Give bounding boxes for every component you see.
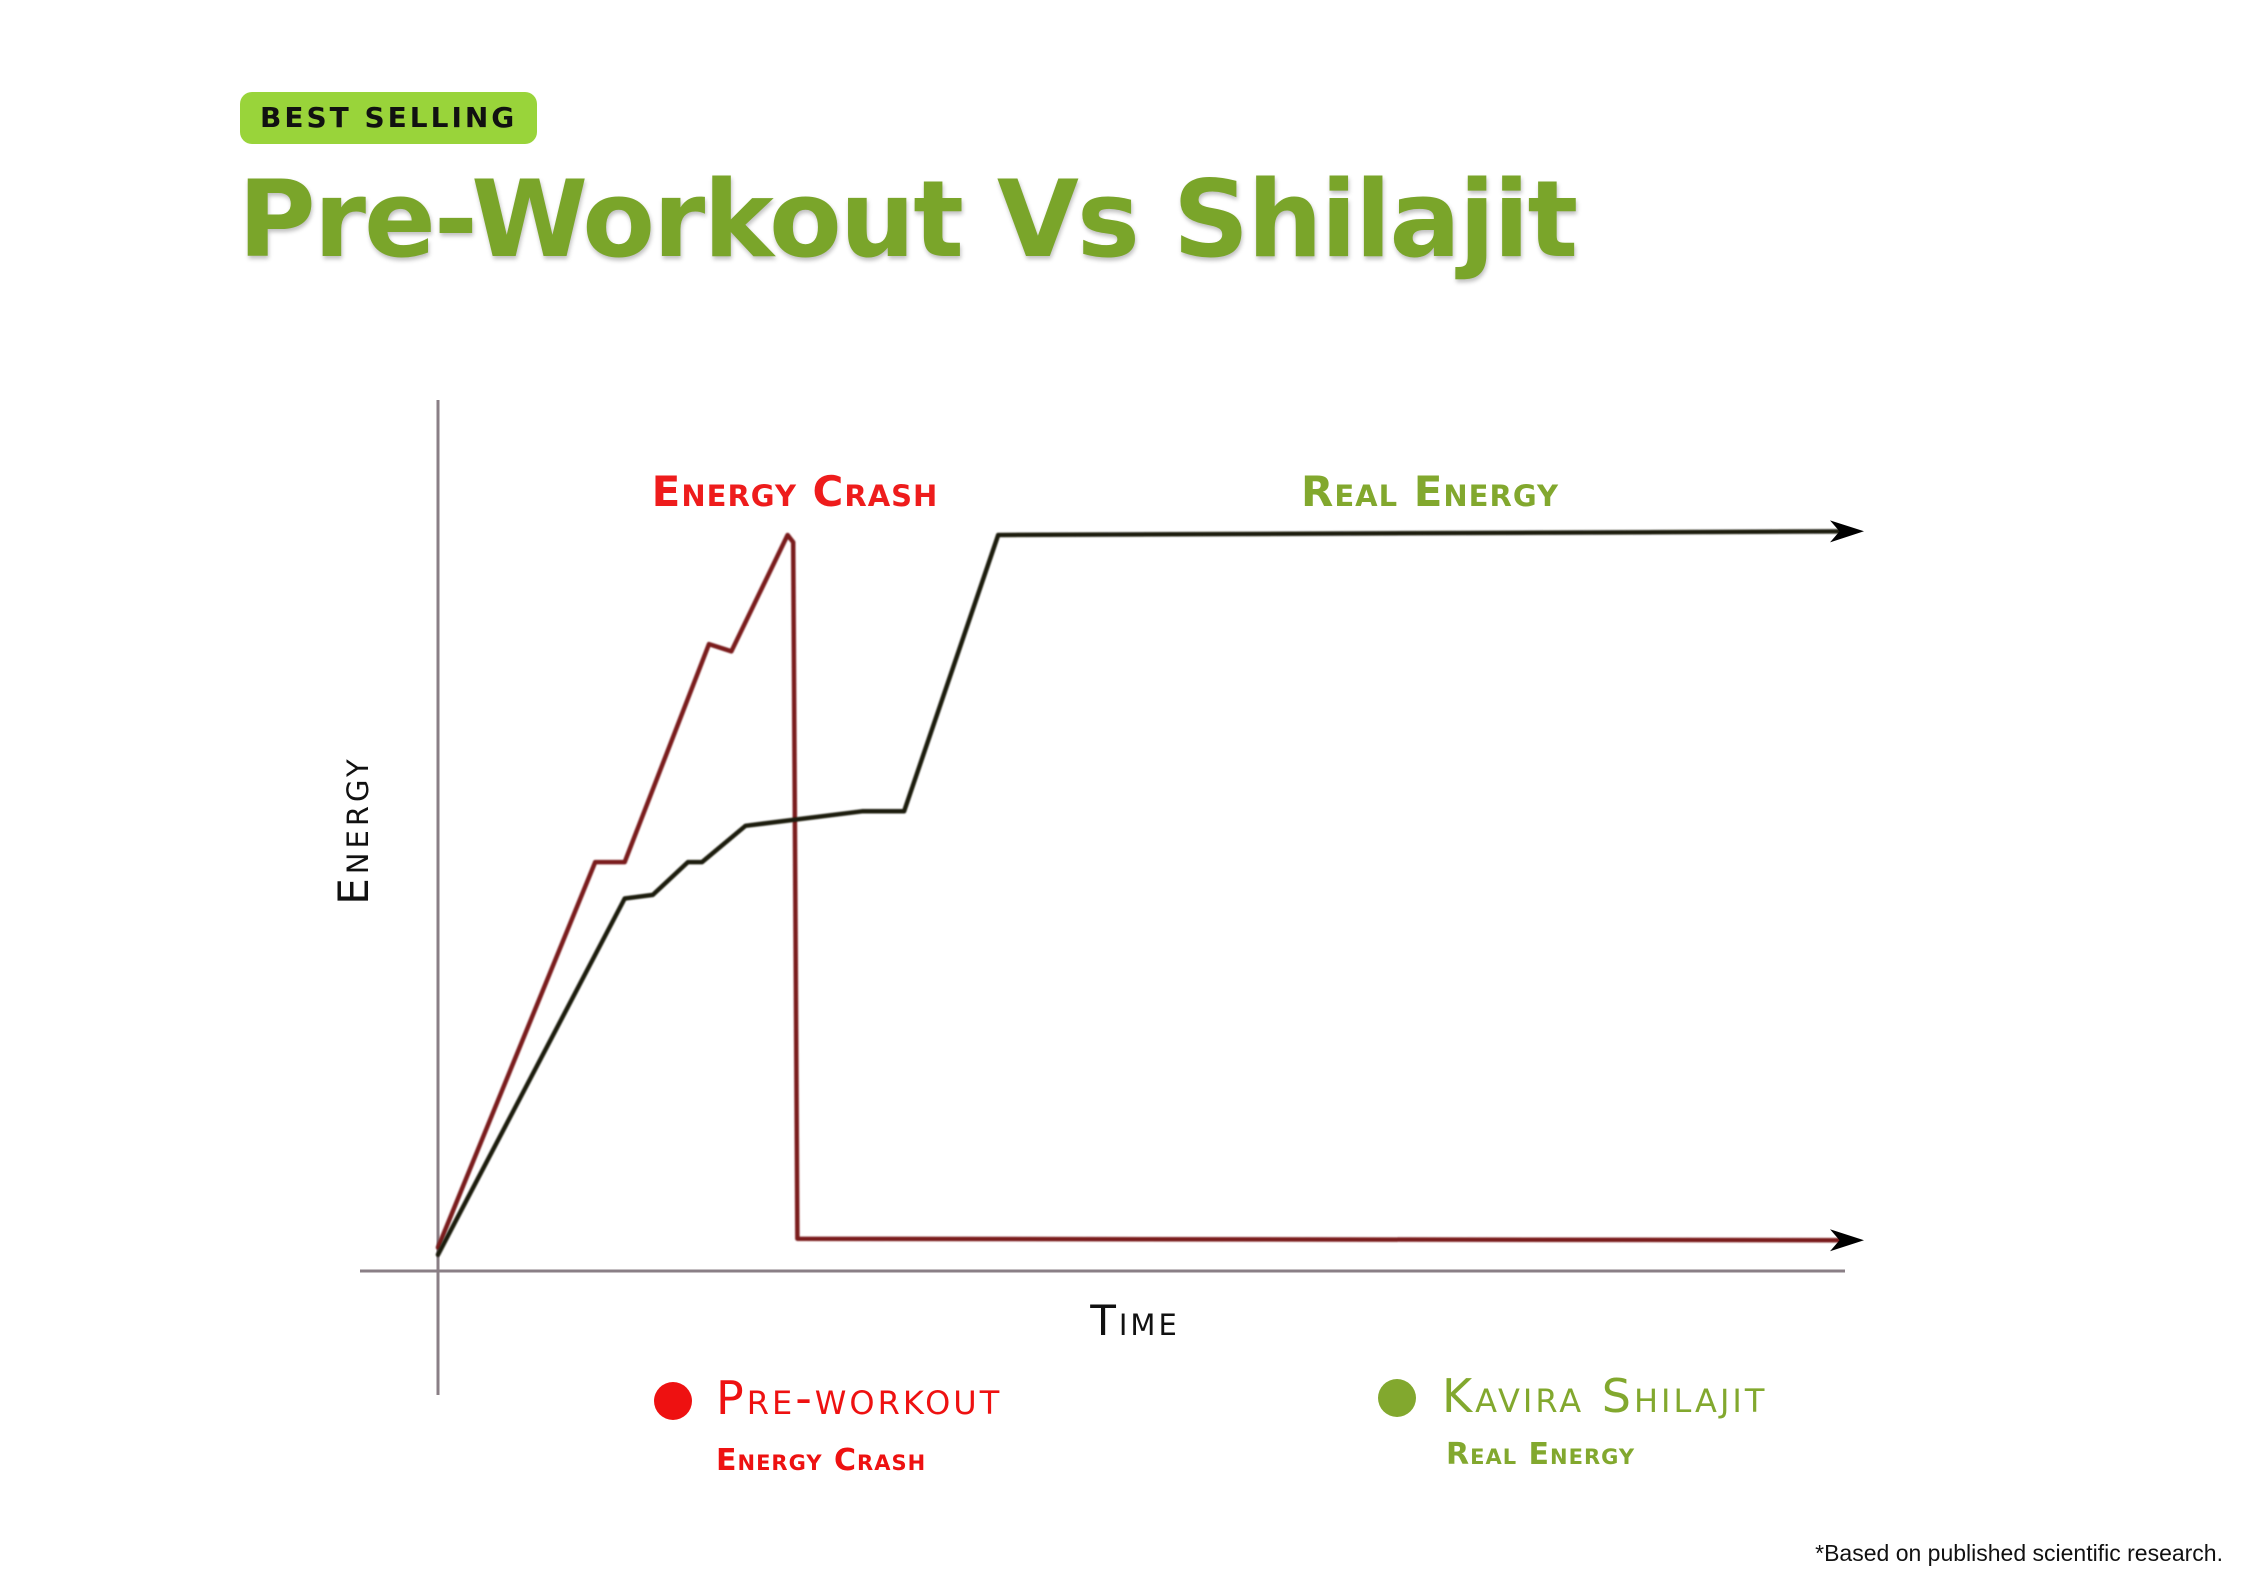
legend-shilajit-dot — [1378, 1379, 1416, 1417]
preworkout-arrowhead — [1830, 1229, 1864, 1252]
real-energy-annotation: Real Energy — [1301, 467, 1559, 516]
footnote: *Based on published scientific research. — [1815, 1540, 2223, 1566]
best-selling-badge: BEST SELLING — [240, 92, 538, 144]
legend-shilajit-sublabel: Real Energy — [1446, 1437, 1635, 1472]
x-axis-label: Time — [1089, 1296, 1180, 1345]
y-axis-label: Energy — [329, 755, 378, 904]
crash-annotation: Energy Crash — [652, 467, 939, 516]
legend-preworkout-sublabel: Energy Crash — [716, 1443, 926, 1478]
shilajit-line — [435, 529, 1845, 1257]
preworkout-line — [435, 532, 1845, 1250]
label-layer: Energy Crash Real Energy Time Energy Pre-wor… — [329, 467, 1767, 1478]
shilajit-arrowhead — [1830, 520, 1864, 543]
legend-preworkout-dot — [654, 1382, 692, 1420]
page-title: Pre-Workout Vs Shilajit — [238, 158, 1578, 281]
legend-shilajit-label: Kavira Shilajit — [1442, 1369, 1767, 1423]
series-layer — [435, 520, 1864, 1257]
legend-preworkout-label: Pre-workout — [716, 1371, 1002, 1425]
